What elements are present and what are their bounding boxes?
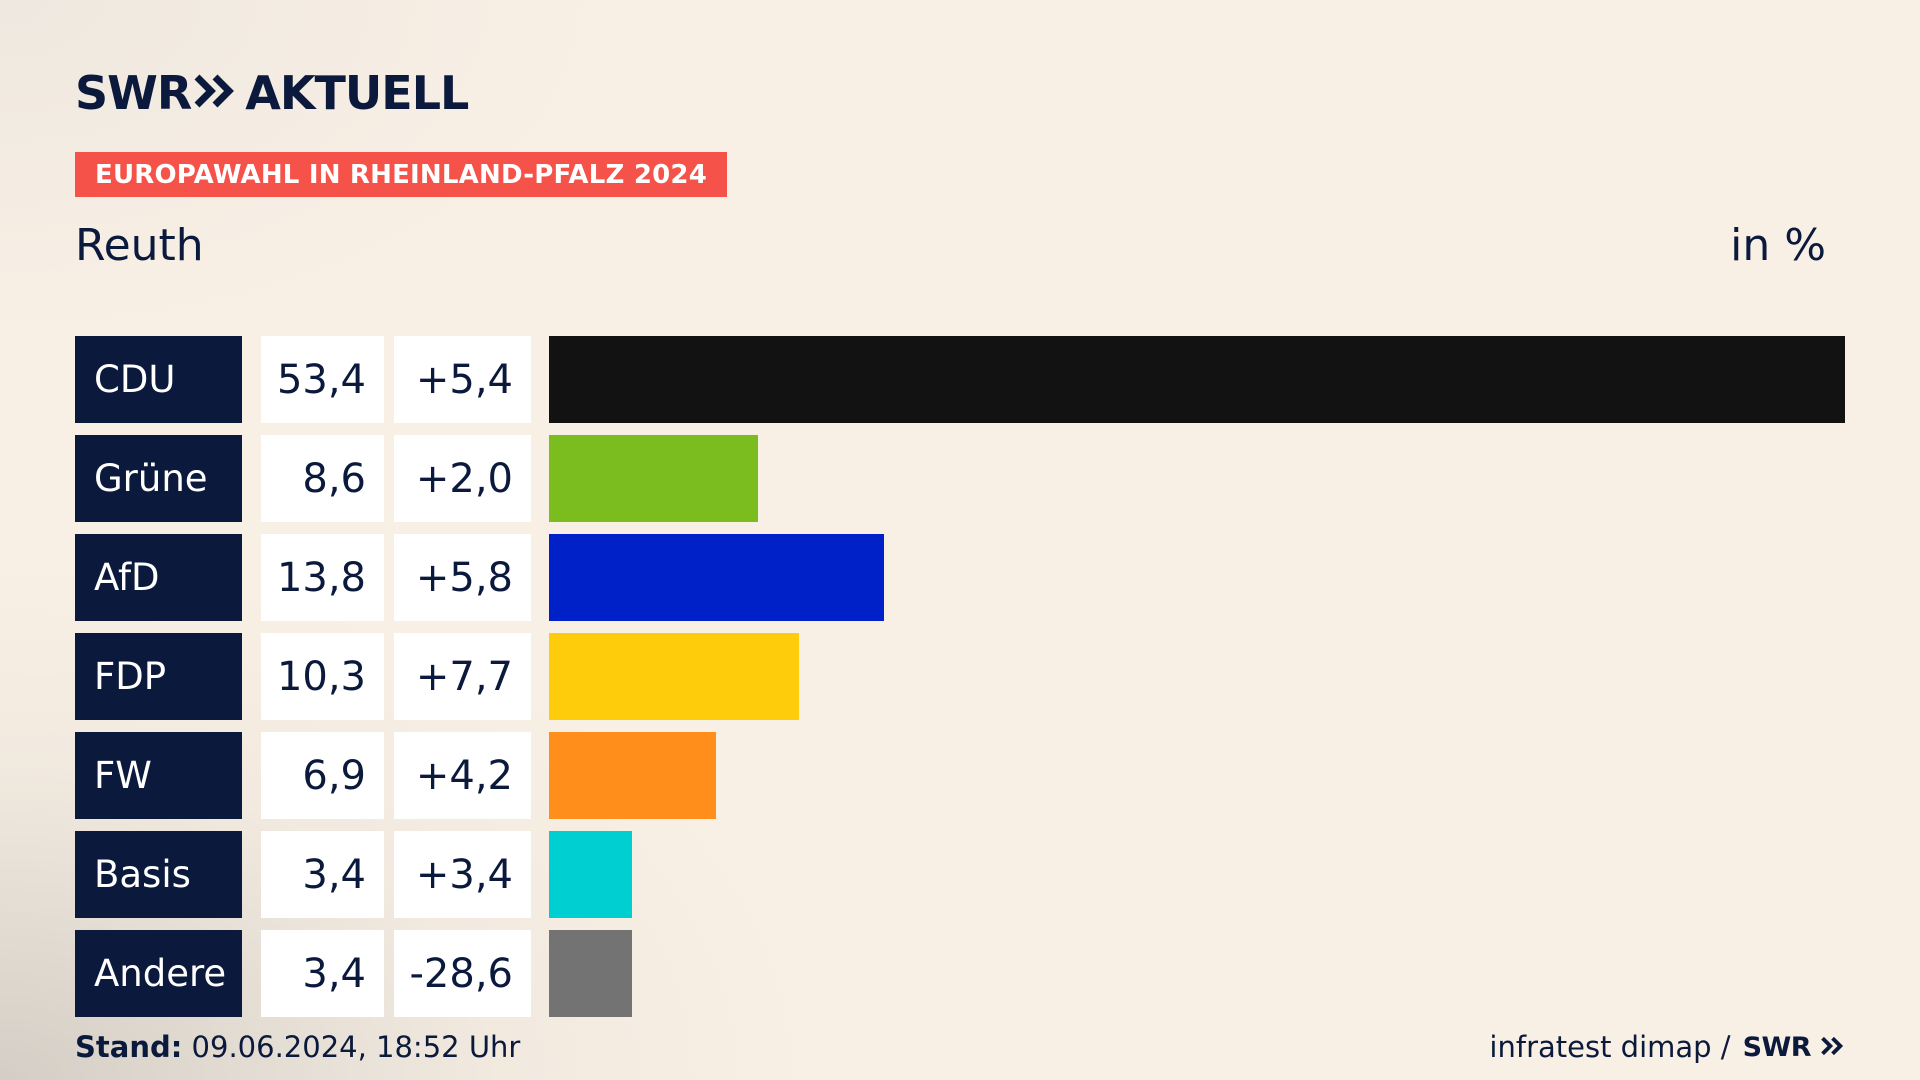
result-bar — [549, 336, 1845, 423]
party-row-1: Grüne 8,6 +2,0 — [75, 435, 1845, 522]
swr-small-logo: SWR — [1743, 1032, 1844, 1063]
vote-share-value: 53,4 — [261, 336, 384, 423]
logo-swr-text: SWR — [75, 66, 192, 120]
result-bar — [549, 930, 632, 1017]
party-row-5: Basis 3,4 +3,4 — [75, 831, 1845, 918]
results-chart: CDU 53,4 +5,4 Grüne 8,6 +2,0 AfD 13,8 +5,8 FDP 10,… — [75, 336, 1845, 1029]
small-double-chevron-icon — [1821, 1036, 1844, 1055]
change-value: +5,8 — [394, 534, 531, 621]
change-value: +4,2 — [394, 732, 531, 819]
change-value: +7,7 — [394, 633, 531, 720]
double-chevron-icon — [193, 66, 235, 120]
party-label: Andere — [75, 930, 242, 1017]
vote-share-value: 13,8 — [261, 534, 384, 621]
party-label: Grüne — [75, 435, 242, 522]
swr-aktuell-logo: SWR AKTUELL — [75, 66, 469, 120]
election-badge: EUROPAWAHL IN RHEINLAND-PFALZ 2024 — [75, 152, 727, 197]
party-row-4: FW 6,9 +4,2 — [75, 732, 1845, 819]
result-bar — [549, 732, 716, 819]
change-value: +3,4 — [394, 831, 531, 918]
party-label: AfD — [75, 534, 242, 621]
party-row-0: CDU 53,4 +5,4 — [75, 336, 1845, 423]
result-bar — [549, 831, 632, 918]
change-value: +2,0 — [394, 435, 531, 522]
party-row-6: Andere 3,4 -28,6 — [75, 930, 1845, 1017]
party-label: FDP — [75, 633, 242, 720]
unit-label: in % — [1730, 220, 1826, 271]
party-row-3: FDP 10,3 +7,7 — [75, 633, 1845, 720]
result-bar — [549, 534, 884, 621]
vote-share-value: 10,3 — [261, 633, 384, 720]
change-value: -28,6 — [394, 930, 531, 1017]
party-label: Basis — [75, 831, 242, 918]
party-row-2: AfD 13,8 +5,8 — [75, 534, 1845, 621]
party-label: CDU — [75, 336, 242, 423]
swr-small-logo-text: SWR — [1742, 1031, 1812, 1063]
vote-share-value: 3,4 — [261, 930, 384, 1017]
vote-share-value: 8,6 — [261, 435, 384, 522]
change-value: +5,4 — [394, 336, 531, 423]
stand-value: 09.06.2024, 18:52 Uhr — [191, 1030, 521, 1064]
vote-share-value: 6,9 — [261, 732, 384, 819]
logo-aktuell-text: AKTUELL — [245, 66, 469, 120]
source-credit: infratest dimap / SWR — [1489, 1030, 1844, 1064]
party-label: FW — [75, 732, 242, 819]
result-bar — [549, 435, 758, 522]
source-text: infratest dimap / — [1489, 1030, 1731, 1064]
result-bar — [549, 633, 799, 720]
stand-label: Stand: — [75, 1030, 183, 1064]
timestamp: Stand: 09.06.2024, 18:52 Uhr — [75, 1030, 520, 1064]
region-title: Reuth — [75, 220, 204, 271]
vote-share-value: 3,4 — [261, 831, 384, 918]
